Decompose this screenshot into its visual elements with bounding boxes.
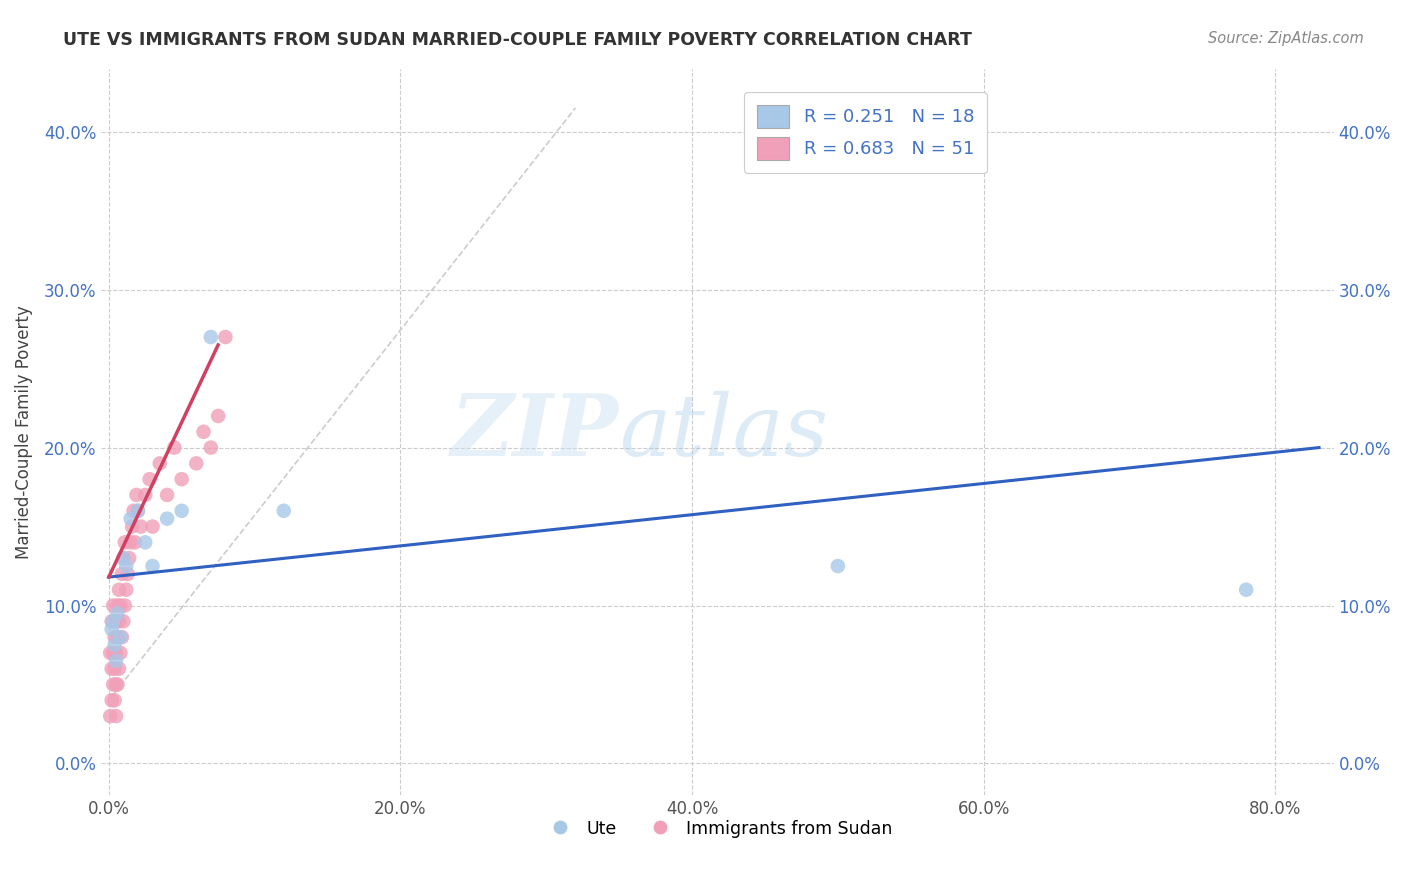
Point bbox=[200, 330, 222, 344]
Point bbox=[127, 504, 149, 518]
Point bbox=[112, 551, 135, 566]
Point bbox=[100, 622, 122, 636]
Legend: Ute, Immigrants from Sudan: Ute, Immigrants from Sudan bbox=[536, 813, 900, 845]
Point bbox=[101, 599, 124, 613]
Point bbox=[118, 551, 141, 566]
Point bbox=[112, 615, 135, 629]
Point bbox=[134, 535, 156, 549]
Point bbox=[105, 646, 128, 660]
Point bbox=[120, 535, 142, 549]
Point bbox=[117, 566, 139, 581]
Point bbox=[127, 504, 149, 518]
Text: atlas: atlas bbox=[619, 391, 828, 473]
Point bbox=[121, 519, 143, 533]
Point bbox=[111, 630, 134, 644]
Point bbox=[105, 615, 128, 629]
Point bbox=[200, 441, 222, 455]
Point bbox=[156, 488, 179, 502]
Point bbox=[827, 559, 849, 574]
Point bbox=[273, 504, 295, 518]
Point bbox=[98, 709, 121, 723]
Point bbox=[149, 456, 172, 470]
Point bbox=[141, 559, 163, 574]
Point bbox=[101, 615, 124, 629]
Point bbox=[134, 488, 156, 502]
Point bbox=[114, 599, 136, 613]
Point bbox=[115, 582, 138, 597]
Point bbox=[170, 472, 193, 486]
Point bbox=[100, 662, 122, 676]
Point bbox=[107, 677, 129, 691]
Point bbox=[105, 709, 128, 723]
Point bbox=[104, 693, 127, 707]
Point bbox=[156, 511, 179, 525]
Point bbox=[110, 599, 132, 613]
Point bbox=[108, 615, 131, 629]
Point bbox=[104, 638, 127, 652]
Point bbox=[170, 504, 193, 518]
Point bbox=[100, 615, 122, 629]
Point bbox=[138, 472, 160, 486]
Point bbox=[98, 646, 121, 660]
Point bbox=[104, 630, 127, 644]
Point bbox=[207, 409, 229, 423]
Point bbox=[105, 677, 128, 691]
Point bbox=[163, 441, 186, 455]
Point bbox=[114, 535, 136, 549]
Point bbox=[107, 607, 129, 621]
Point bbox=[214, 330, 236, 344]
Point bbox=[108, 662, 131, 676]
Point bbox=[110, 630, 132, 644]
Point bbox=[115, 559, 138, 574]
Y-axis label: Married-Couple Family Poverty: Married-Couple Family Poverty bbox=[15, 305, 32, 558]
Point bbox=[108, 582, 131, 597]
Point bbox=[141, 519, 163, 533]
Text: UTE VS IMMIGRANTS FROM SUDAN MARRIED-COUPLE FAMILY POVERTY CORRELATION CHART: UTE VS IMMIGRANTS FROM SUDAN MARRIED-COU… bbox=[63, 31, 972, 49]
Point bbox=[129, 519, 152, 533]
Point bbox=[100, 693, 122, 707]
Point bbox=[107, 630, 129, 644]
Point bbox=[107, 599, 129, 613]
Point bbox=[125, 488, 148, 502]
Point bbox=[111, 566, 134, 581]
Point bbox=[1234, 582, 1257, 597]
Point bbox=[186, 456, 208, 470]
Point bbox=[193, 425, 215, 439]
Text: Source: ZipAtlas.com: Source: ZipAtlas.com bbox=[1208, 31, 1364, 46]
Point bbox=[124, 535, 146, 549]
Point bbox=[104, 662, 127, 676]
Text: ZIP: ZIP bbox=[451, 390, 619, 474]
Point bbox=[105, 654, 128, 668]
Point bbox=[122, 504, 145, 518]
Point bbox=[101, 677, 124, 691]
Point bbox=[120, 511, 142, 525]
Point bbox=[110, 646, 132, 660]
Point bbox=[101, 646, 124, 660]
Point bbox=[112, 551, 135, 566]
